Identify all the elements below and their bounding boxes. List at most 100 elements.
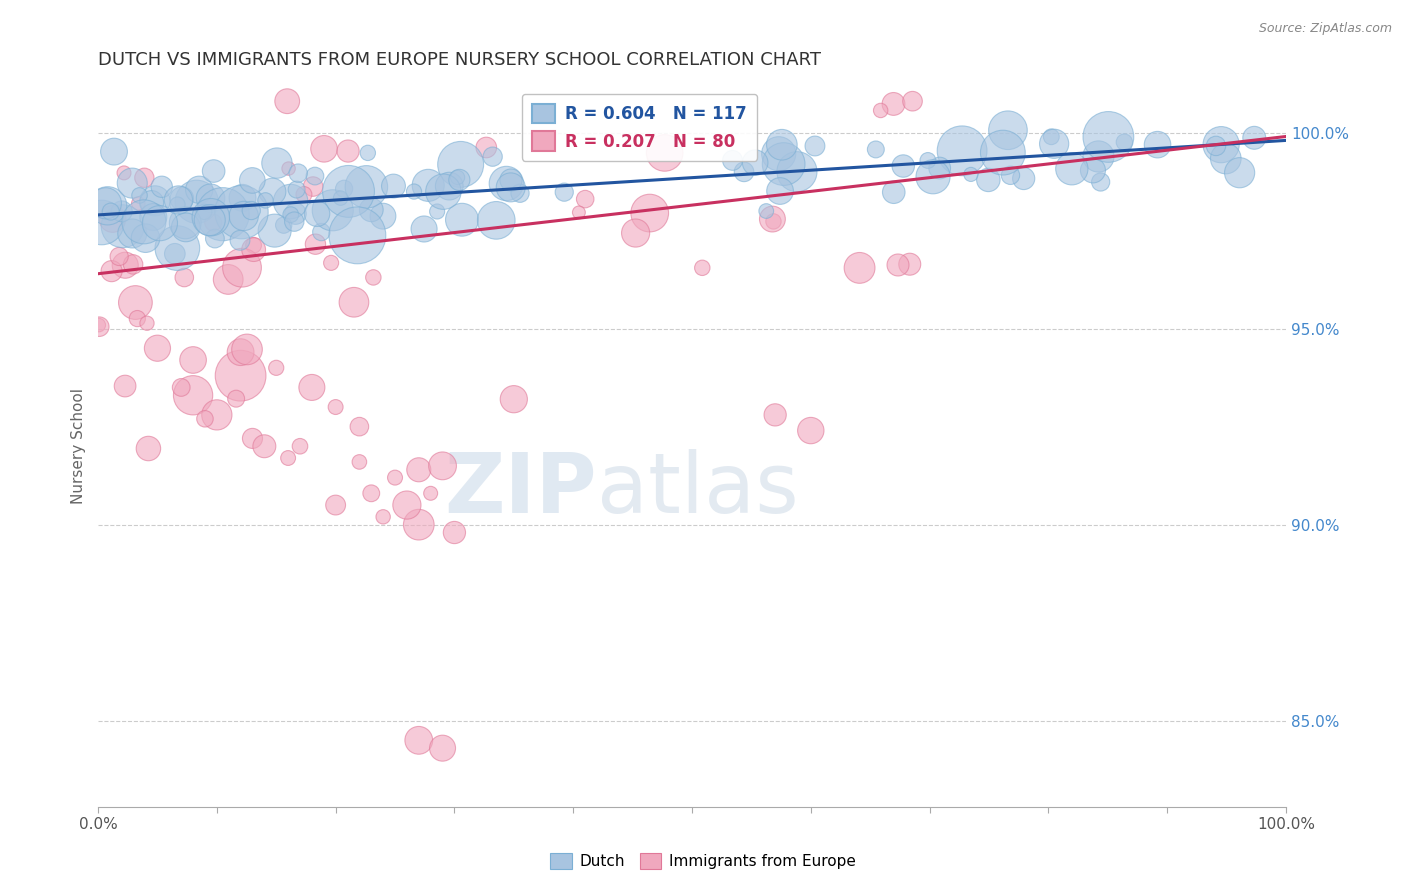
Point [262,185,284,199]
Point [446,170,468,185]
Point [127,196,149,211]
Point [346,228,368,243]
Point [786,164,808,178]
Point [121,176,143,190]
Point [426,204,449,219]
Point [236,343,259,357]
Point [499,173,522,187]
Point [553,185,575,199]
Point [997,123,1019,137]
Y-axis label: Nursery School: Nursery School [72,388,86,504]
Point [1114,135,1136,149]
Point [231,205,253,219]
Point [475,140,498,154]
Point [170,192,193,206]
Point [277,450,299,465]
Point [103,145,125,159]
Point [134,231,156,245]
Point [292,187,315,202]
Text: atlas: atlas [598,449,799,530]
Point [432,458,454,473]
Point [124,295,146,310]
Point [202,164,225,178]
Point [413,222,436,236]
Point [337,185,360,199]
Point [343,295,366,310]
Point [883,185,905,199]
Point [439,179,461,194]
Point [277,161,299,176]
Point [101,211,124,226]
Point [321,256,343,270]
Point [898,257,921,271]
Point [848,260,870,275]
Legend: R = 0.604   N = 117, R = 0.207   N = 80: R = 0.604 N = 117, R = 0.207 N = 80 [522,94,758,161]
Point [173,270,195,285]
Point [200,211,222,225]
Point [304,169,326,183]
Point [763,408,786,422]
Point [804,139,827,153]
Point [163,247,186,261]
Point [231,260,253,275]
Point [149,216,172,230]
Point [762,214,785,228]
Point [800,424,823,438]
Point [242,238,264,252]
Point [240,203,263,218]
Point [283,214,305,228]
Point [194,412,217,426]
Point [188,183,211,197]
Point [1215,152,1237,166]
Point [302,179,325,194]
Point [869,103,891,118]
Point [174,216,197,230]
Point [312,142,335,156]
Point [761,212,783,227]
Point [901,94,924,108]
Point [150,179,173,194]
Point [1205,139,1227,153]
Point [402,185,425,199]
Point [217,272,239,286]
Point [136,316,159,330]
Point [502,392,524,407]
Point [87,318,110,332]
Point [89,319,111,334]
Point [960,168,983,182]
Point [229,345,252,359]
Text: ZIP: ZIP [444,449,598,530]
Point [204,231,226,245]
Point [991,145,1014,160]
Point [373,509,395,524]
Point [121,227,143,241]
Point [922,169,945,184]
Point [285,182,308,196]
Point [744,155,766,169]
Point [882,97,904,112]
Point [170,380,193,394]
Point [1000,169,1022,183]
Point [229,368,252,383]
Point [769,184,792,198]
Point [138,442,160,456]
Point [142,210,165,224]
Point [408,733,430,747]
Point [495,177,517,191]
Point [132,215,155,229]
Point [337,144,360,158]
Point [141,195,163,210]
Point [280,194,302,209]
Point [382,179,405,194]
Point [127,311,149,326]
Point [100,264,122,278]
Point [481,150,503,164]
Point [229,233,252,247]
Point [231,191,253,205]
Point [1060,161,1083,176]
Point [122,257,145,271]
Point [690,260,713,275]
Point [112,166,135,180]
Point [1211,137,1233,152]
Point [263,224,285,238]
